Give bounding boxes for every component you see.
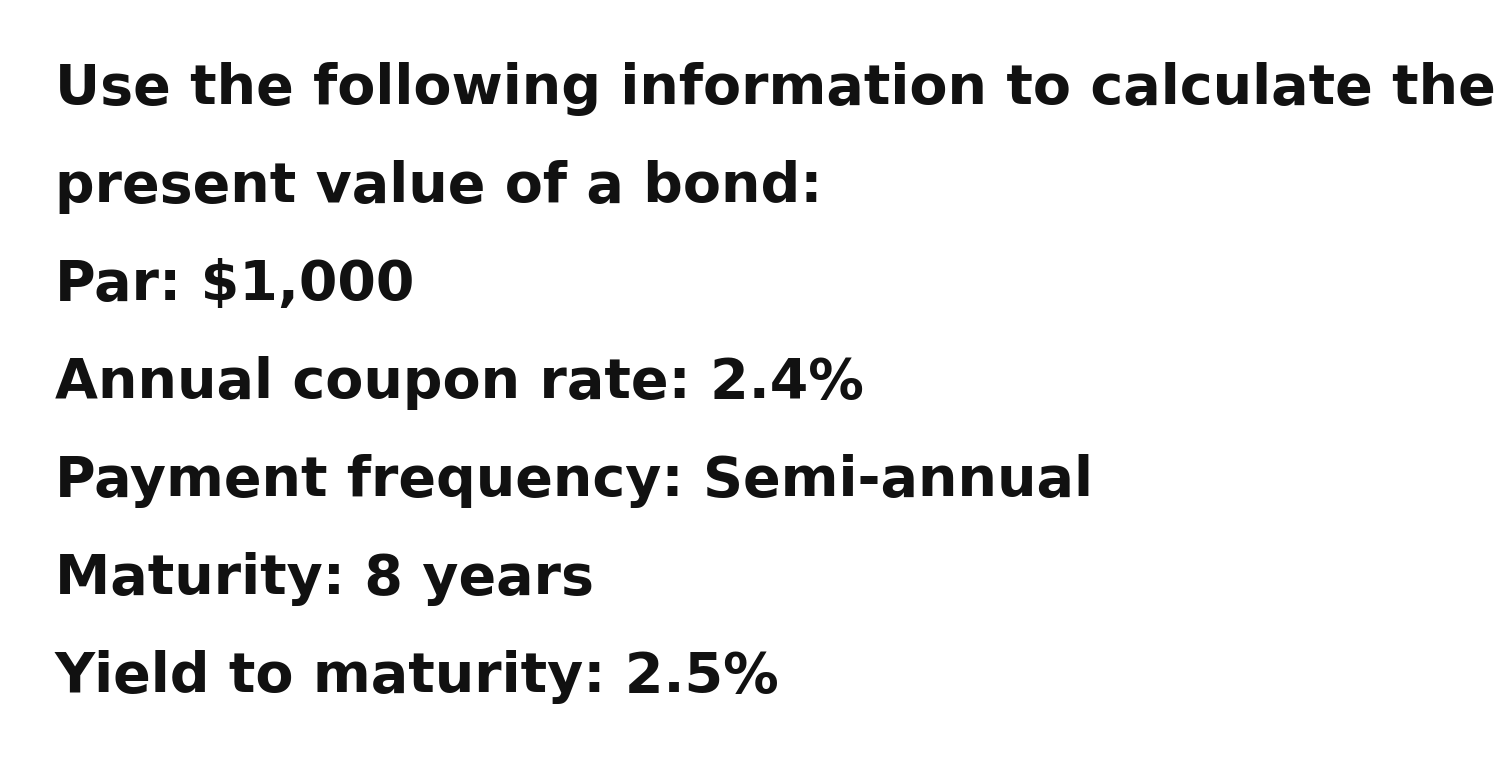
Text: Use the following information to calculate the: Use the following information to calcula…: [56, 62, 1496, 116]
Text: Payment frequency: Semi-annual: Payment frequency: Semi-annual: [56, 454, 1094, 508]
Text: Maturity: 8 years: Maturity: 8 years: [56, 552, 594, 606]
Text: Par: $1,000: Par: $1,000: [56, 258, 414, 312]
Text: Yield to maturity: 2.5%: Yield to maturity: 2.5%: [56, 650, 780, 704]
Text: present value of a bond:: present value of a bond:: [56, 160, 822, 214]
Text: Annual coupon rate: 2.4%: Annual coupon rate: 2.4%: [56, 356, 864, 410]
